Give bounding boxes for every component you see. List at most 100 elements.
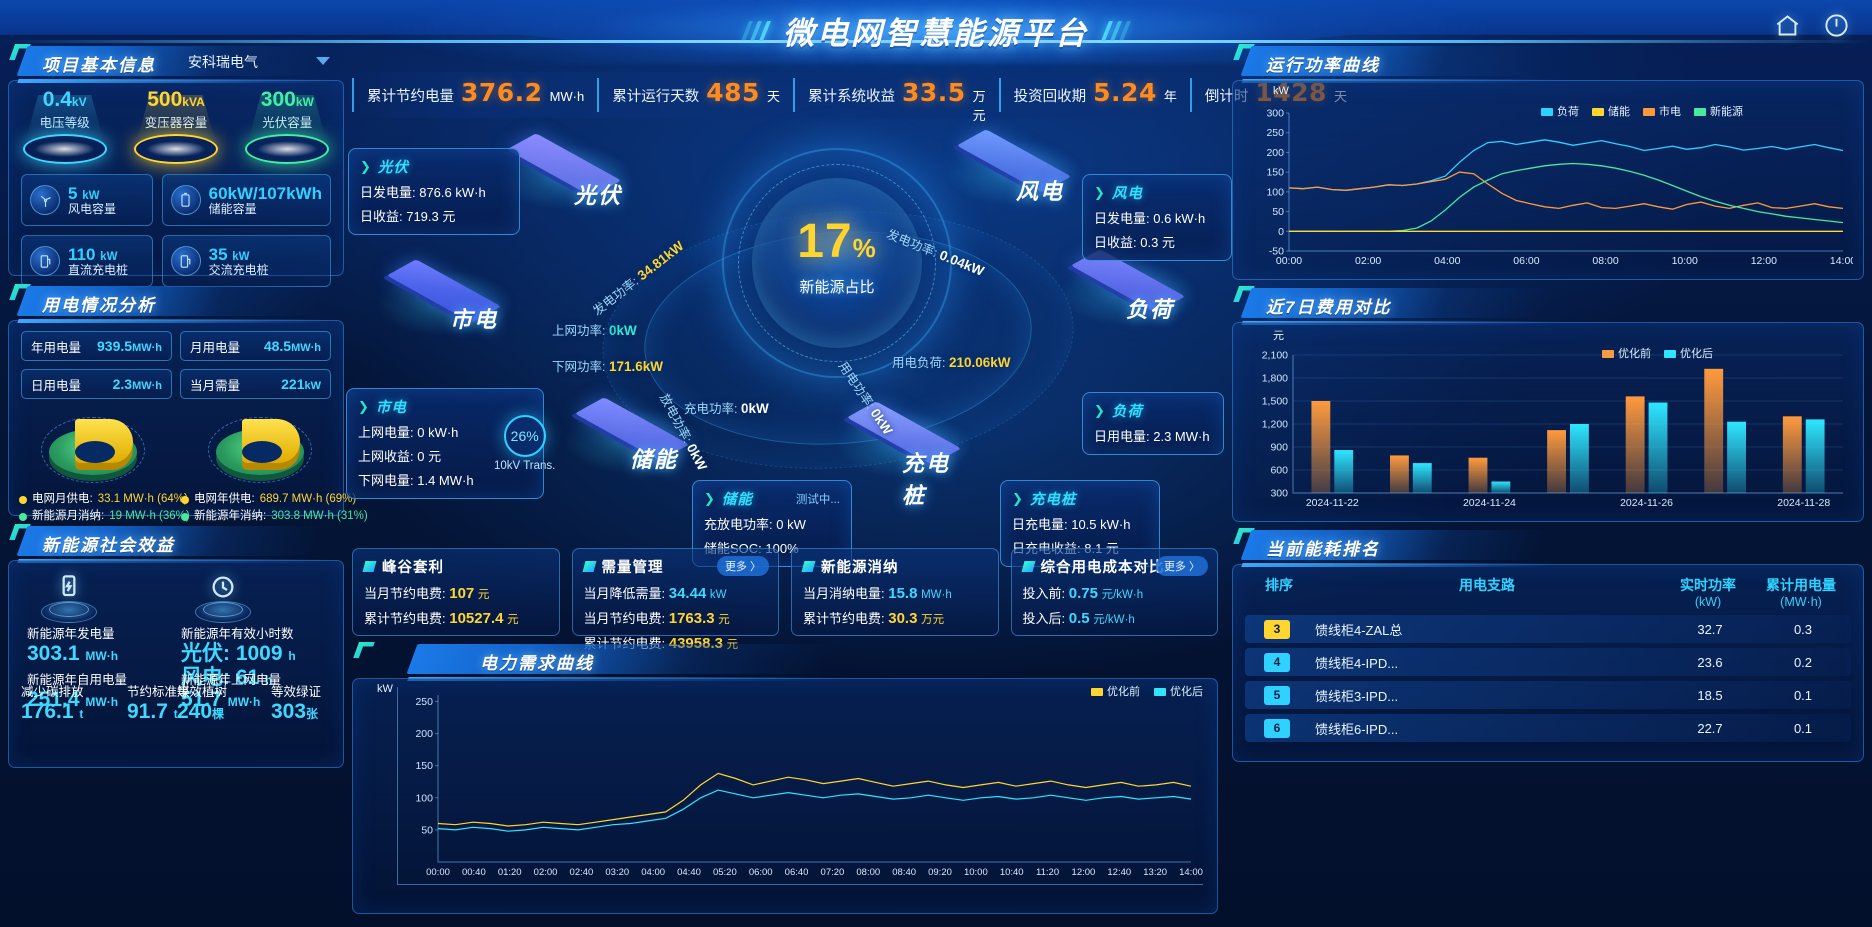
usage-donuts: [9, 409, 343, 491]
info-row: 日充电量: 10.5 kW·h: [1012, 517, 1131, 532]
iso-node-storage: 储能: [564, 397, 700, 474]
kpi-unit: 天: [766, 89, 780, 104]
bar-优化后-2024-11-25: [1570, 424, 1589, 493]
info-row: 日收益: 719.3 元: [360, 209, 456, 224]
rank-power: 32.7: [1697, 621, 1723, 637]
charger-icon: [170, 246, 201, 277]
svg-text:11:20: 11:20: [1036, 867, 1059, 878]
iso-node-grid: 市电: [376, 259, 512, 336]
svg-text:00:00: 00:00: [426, 867, 450, 878]
social-label: 新能源年发电量: [27, 627, 115, 641]
info-card-title: 充电桩: [1029, 492, 1077, 508]
capacity-disc: [133, 134, 218, 165]
flow-label-load-power: 用电负荷: 210.06kW: [892, 355, 1011, 370]
rank-power: 22.7: [1697, 720, 1723, 736]
capacity-row: 0.4kV 电压等级 500kVA 变压器容量 300kW 光伏容量: [9, 88, 343, 165]
bar-优化后-2024-11-28: [1805, 419, 1825, 493]
usage-value: 2.3MW·h: [112, 376, 162, 392]
card-title: 峰谷套利: [382, 560, 444, 576]
flow-label-charge-power: 充电功率: 0kW: [684, 401, 769, 416]
social-value: 光伏: 1009 h: [181, 642, 296, 665]
bar-优化前-2024-11-28: [1782, 416, 1802, 493]
iso-label-storage: 储能: [630, 447, 679, 472]
company-select-value[interactable]: 安科瑞电气: [188, 54, 258, 70]
svg-text:02:40: 02:40: [570, 867, 594, 878]
more-button[interactable]: 更多 〉: [1155, 556, 1208, 576]
usage-analysis-body: 年用电量 939.5MW·h 月用电量 48.5MW·h 日用电量 2.3MW·…: [8, 320, 368, 522]
bar-优化前-2024-11-26: [1625, 396, 1645, 493]
rank-badge: 4: [1264, 652, 1290, 672]
svg-text:2024-11-26: 2024-11-26: [1620, 497, 1673, 509]
social-label: 减少碳排放: [21, 685, 84, 699]
power-curve-legend: 负荷 储能 市电 新能源: [1541, 103, 1743, 119]
corner-tick-icon: [353, 642, 375, 658]
svg-text:06:40: 06:40: [785, 867, 809, 878]
usage-label: 年用电量: [31, 340, 82, 355]
left-column: 项目基本信息 安科瑞电气 0.4kV 电压等级 500kVA 变压器容量: [8, 46, 368, 768]
usage-label: 当月需量: [190, 378, 241, 393]
usage-cell: 年用电量 939.5MW·h: [21, 331, 172, 361]
kpi-item: 累计运行天数 485 天: [597, 78, 793, 112]
usage-analysis-panel: 用电情况分析 年用电量 939.5MW·h 月用电量 48.5MW·h 日用电量…: [8, 286, 368, 522]
iso-node-pv: 光伏: [496, 133, 632, 210]
home-icon[interactable]: [1774, 12, 1801, 44]
kpi-bar: 累计节约电量 376.2 MW·h 累计运行天数 485 天 累计系统收益 33…: [352, 72, 1347, 123]
donut-year: [206, 413, 314, 487]
rank-col-power: 实时功率 (kW): [1680, 577, 1736, 609]
svg-text:200: 200: [1266, 147, 1284, 159]
panel-title-label: 当前能耗排名: [1266, 539, 1380, 559]
svg-text:04:40: 04:40: [677, 867, 701, 878]
right-column: 运行功率曲线 kW 负荷 储能 市电 新能源 300 250 200 150 100 50…: [1232, 46, 1864, 768]
battery-bolt-icon: [37, 569, 101, 623]
card-row: 当月节约电费: 1763.3 元: [583, 610, 730, 627]
chevron-down-icon[interactable]: [316, 57, 330, 65]
kpi-label: 累计节约电量: [367, 89, 454, 105]
rank-power: 23.6: [1697, 654, 1723, 670]
renewable-share-label: 新能源占比: [799, 279, 875, 296]
social-item-coal: 节约标准煤 91.7 t: [127, 681, 237, 724]
more-button[interactable]: 更多 〉: [716, 556, 769, 576]
rank-badge: 5: [1264, 685, 1290, 705]
svg-text:08:00: 08:00: [1592, 255, 1618, 267]
legend-month: 电网月供电: 33.1 MW·h (64%) 新能源月消纳: 19 MW·h (36…: [19, 491, 190, 526]
donut-month: [39, 413, 147, 487]
panel-title-label: 运行功率曲线: [1266, 55, 1380, 75]
iso-label-grid: 市电: [450, 307, 499, 332]
panel-title-label: 近7日费用对比: [1266, 297, 1392, 317]
wind-turbine-icon: [30, 185, 60, 216]
power-icon[interactable]: [1823, 12, 1850, 44]
svg-text:02:00: 02:00: [534, 867, 558, 878]
arrow-icon: ❯: [704, 490, 715, 506]
power-curve-title: 运行功率曲线: [1232, 46, 1864, 83]
rank-branch: 馈线柜3-IPD...: [1315, 688, 1399, 704]
table-row[interactable]: 4 馈线柜4-IPD... 23.6 0.2: [1245, 648, 1851, 676]
info-card-load: ❯ 负荷 日用电量: 2.3 MW·h: [1082, 392, 1224, 455]
table-row[interactable]: 5 馈线柜3-IPD... 18.5 0.1: [1245, 681, 1851, 709]
info-row: 日发电量: 0.6 kW·h: [1094, 211, 1206, 226]
bar-优化前-2024-11-24: [1468, 457, 1488, 493]
info-row: 日发电量: 876.6 kW·h: [360, 185, 486, 200]
rank-col-energy: 累计用电量 (MW·h): [1766, 577, 1836, 609]
iso-node-load: 负荷: [1060, 249, 1196, 326]
table-row[interactable]: 6 馈线柜6-IPD... 22.7 0.1: [1245, 714, 1851, 742]
mini-label: 交流充电桩: [208, 262, 269, 277]
transformer-label: 10kV Trans.: [494, 460, 556, 472]
series-负荷: [1288, 139, 1844, 191]
iso-node-charger: 充电桩: [836, 401, 972, 508]
kpi-value: 5.24: [1093, 78, 1157, 107]
capacity-label: 变压器容量: [144, 116, 208, 131]
usage-value: 221kW: [281, 376, 321, 392]
title-wrap: 微电网智慧能源平台: [740, 8, 1132, 53]
svg-text:01:20: 01:20: [498, 867, 522, 878]
info-card-title: 储能: [721, 492, 753, 508]
demand-curve-body: 优化前 优化后 kW 250 200 150 100 50 00:00 00:40 01:20…: [352, 678, 1218, 914]
project-info-panel: 项目基本信息 安科瑞电气 0.4kV 电压等级 500kVA 变压器容量: [8, 46, 344, 288]
power-curve-panel: 运行功率曲线 kW 负荷 储能 市电 新能源 300 250 200 150 100 50…: [1232, 46, 1864, 280]
card-marker-icon: [582, 561, 596, 572]
arrow-icon: ❯: [358, 398, 369, 414]
svg-text:250: 250: [415, 696, 433, 708]
rank-energy: 0.2: [1793, 654, 1813, 670]
table-row[interactable]: 3 馈线柜4-ZAL总 32.7 0.3: [1245, 615, 1851, 643]
capacity-item: 300kW 光伏容量: [235, 88, 339, 165]
